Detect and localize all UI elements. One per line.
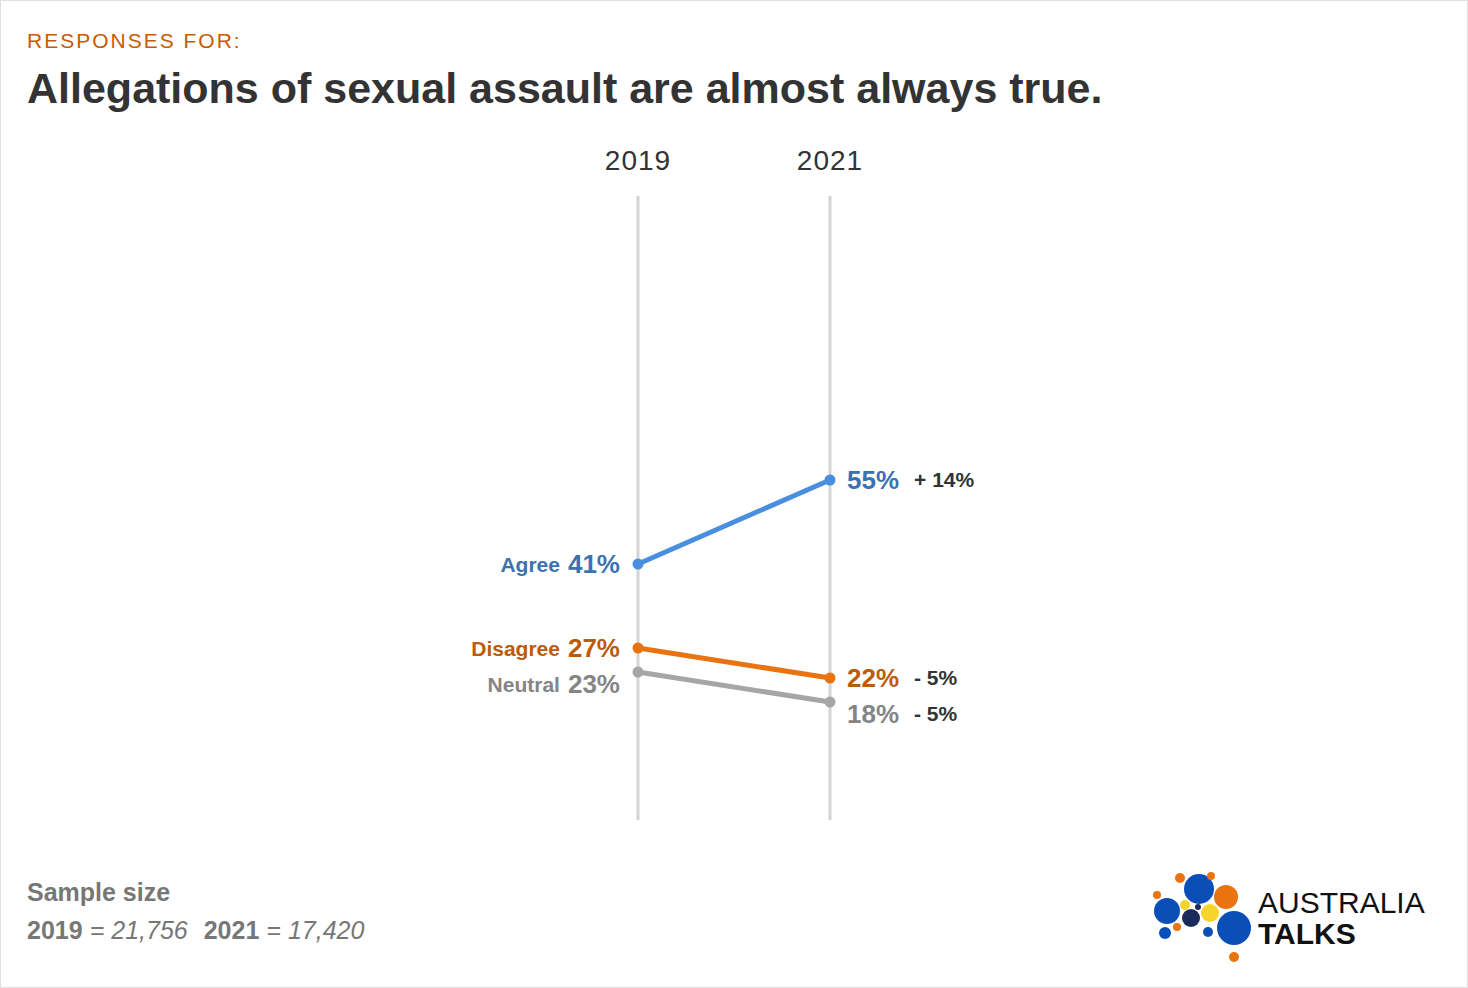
logo-dot — [1180, 900, 1190, 910]
frame — [1, 1, 1468, 988]
logo-dot — [1175, 873, 1185, 883]
marks — [633, 475, 836, 708]
chart: RESPONSES FOR: Allegations of sexual assa… — [0, 0, 1468, 988]
brand-text: AUSTRALIA — [1258, 886, 1425, 919]
logo-dot — [1207, 872, 1215, 880]
logo-dot — [1229, 952, 1239, 962]
series-line — [638, 672, 830, 702]
title: Allegations of sexual assault are almost… — [27, 64, 1102, 112]
chart-root: RESPONSES FOR: Allegations of sexual assa… — [0, 0, 1468, 988]
series-point — [633, 643, 644, 654]
sample-value: 21,756 — [110, 916, 188, 944]
series-point — [825, 475, 836, 486]
brand-logo: AUSTRALIATALKS — [1153, 872, 1425, 962]
brand-text: TALKS — [1258, 917, 1356, 950]
logo-dot — [1201, 904, 1219, 922]
series-name: Neutral — [488, 673, 560, 696]
sample-line: 2019=21,7562021=17,420 — [27, 916, 364, 944]
data-label: 27% — [568, 633, 620, 663]
category-label: 2021 — [797, 145, 863, 176]
category-label: 2019 — [605, 145, 671, 176]
change-label: - 5% — [914, 666, 958, 689]
change-label: - 5% — [914, 702, 958, 725]
sample-sign: = — [90, 916, 105, 944]
logo-dot — [1195, 904, 1201, 910]
logo-dot — [1214, 885, 1238, 909]
series-name: Agree — [500, 553, 560, 576]
sample-sign: = — [266, 916, 281, 944]
logo-dot — [1154, 898, 1180, 924]
logo-dot — [1182, 909, 1200, 927]
sample-title: Sample size — [27, 878, 170, 906]
kicker: RESPONSES FOR: — [27, 29, 242, 52]
sample-label: 2021 — [204, 916, 260, 944]
category-line — [637, 196, 640, 820]
logo-dot — [1173, 923, 1181, 931]
series-line — [638, 480, 830, 564]
series-point — [825, 697, 836, 708]
series-point — [633, 667, 644, 678]
data-label: 22% — [847, 663, 899, 693]
data-label: 55% — [847, 465, 899, 495]
logo-dot — [1159, 927, 1171, 939]
logo-dot — [1217, 911, 1251, 945]
sample-label: 2019 — [27, 916, 83, 944]
sample-value: 17,420 — [288, 916, 365, 944]
labels: 41% Agree 55% + 14% 27% Disagree 22% - 5% 23% Neu… — [471, 465, 974, 729]
series-point — [633, 559, 644, 570]
category-line — [829, 196, 832, 820]
series-line — [638, 648, 830, 678]
series-name: Disagree — [471, 637, 560, 660]
data-label: 23% — [568, 669, 620, 699]
change-label: + 14% — [914, 468, 974, 491]
logo-dot — [1203, 927, 1213, 937]
data-label: 18% — [847, 699, 899, 729]
series-point — [825, 673, 836, 684]
data-label: 41% — [568, 549, 620, 579]
logo-dot — [1153, 891, 1161, 899]
